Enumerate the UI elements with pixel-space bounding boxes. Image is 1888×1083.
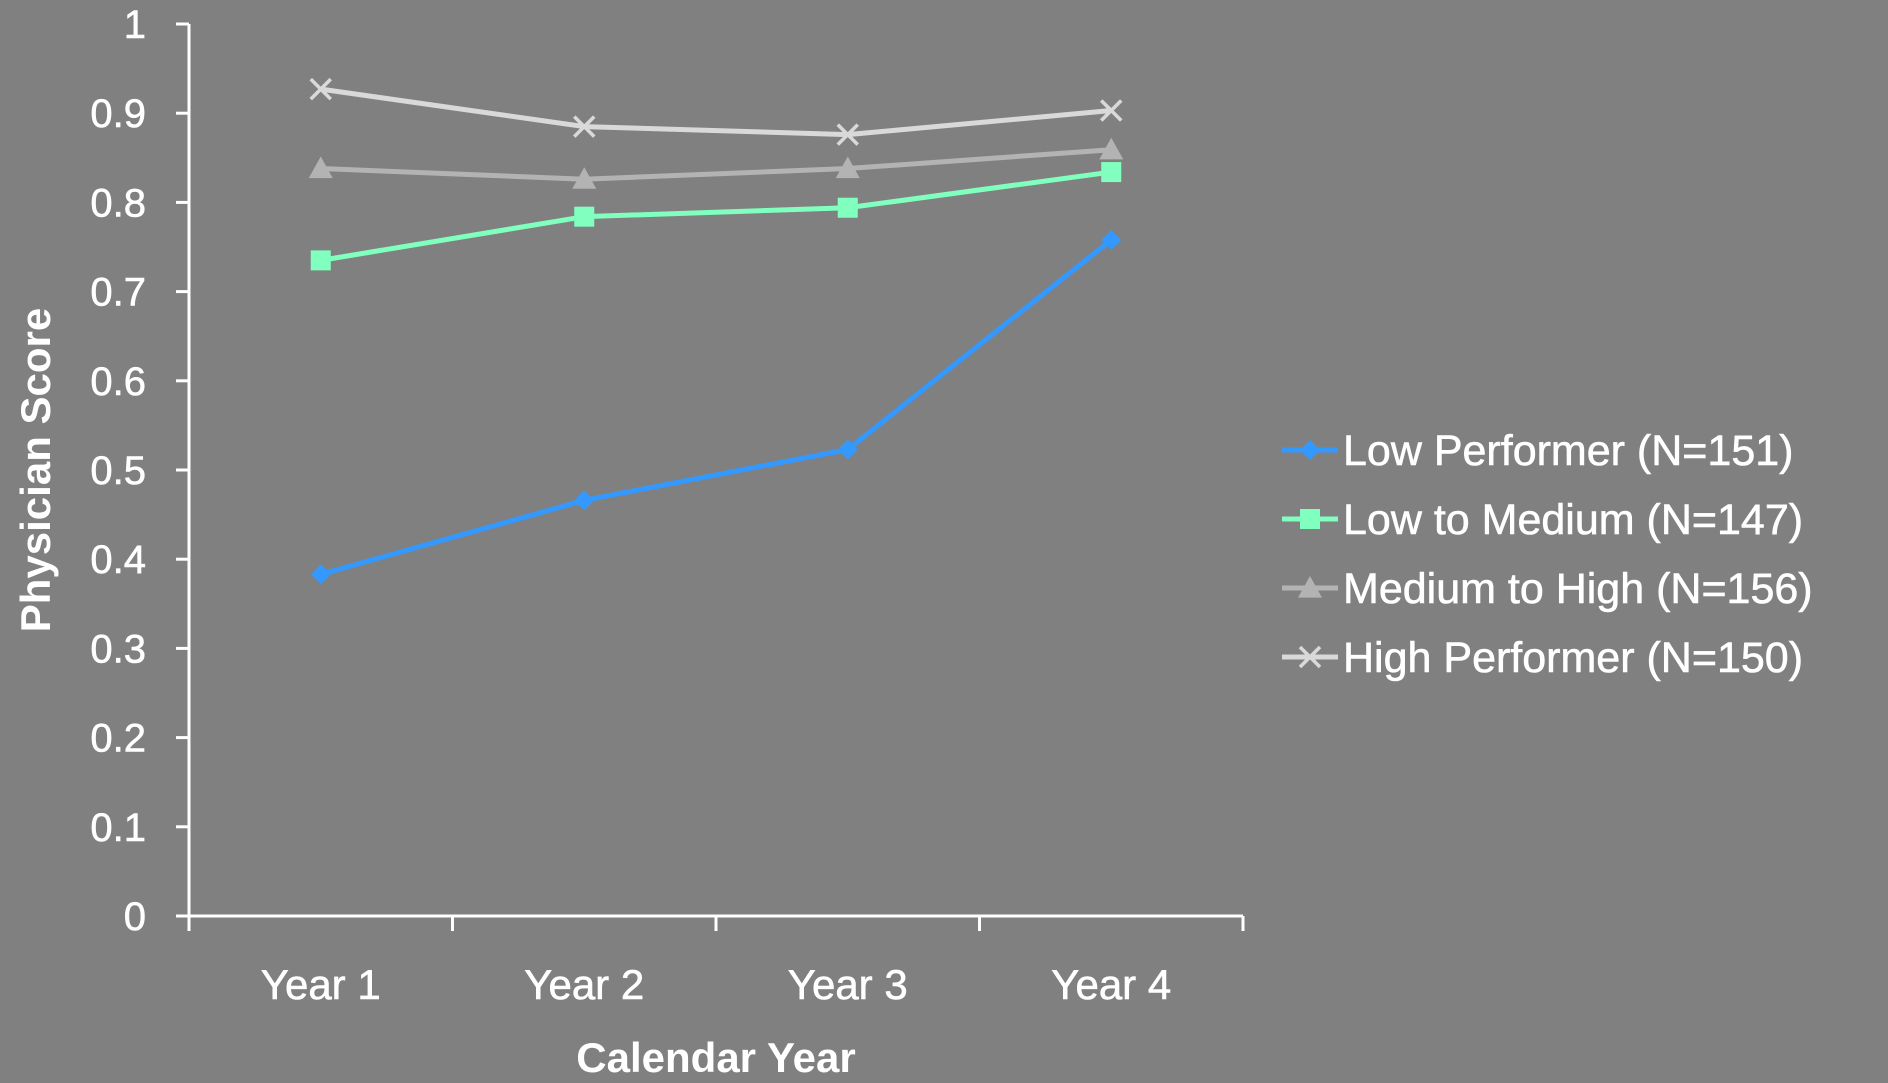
x-tick-label: Year 1 xyxy=(261,961,381,1008)
legend-item: Low Performer (N=151) xyxy=(1282,427,1794,475)
x-marker-stroke xyxy=(573,115,596,138)
series-line xyxy=(320,147,1112,182)
chart-legend: Low Performer (N=151) Low to Medium (N=14… xyxy=(1282,427,1813,682)
data-point xyxy=(1101,162,1122,183)
y-tick-label: 0.2 xyxy=(90,717,146,761)
x-tick-label: Year 3 xyxy=(788,961,908,1008)
series-line xyxy=(320,169,1112,263)
x-marker-stroke xyxy=(836,123,859,146)
data-point xyxy=(573,115,596,138)
y-tick-label: 0.4 xyxy=(90,538,146,582)
series-line xyxy=(320,86,1112,138)
y-tick-label: 0.5 xyxy=(90,449,146,493)
data-point xyxy=(837,439,858,460)
y-tick-label: 0.6 xyxy=(90,360,146,404)
series-2 xyxy=(310,162,1122,271)
legend-swatch-marker xyxy=(1300,440,1320,460)
series-1 xyxy=(310,229,1122,585)
data-point xyxy=(574,490,595,511)
x-marker-stroke xyxy=(1100,99,1123,122)
data-point xyxy=(574,206,595,227)
data-point xyxy=(835,156,860,179)
x-axis-title: Calendar Year xyxy=(576,1034,855,1081)
series-3 xyxy=(308,137,1124,189)
x-tick-labels: Year 1 Year 2 Year 3 Year 4 xyxy=(261,961,1172,1009)
legend-swatch-marker xyxy=(1300,509,1320,529)
x-tick-label: Year 2 xyxy=(524,961,644,1008)
chart-series xyxy=(308,77,1124,585)
legend-swatch-marker xyxy=(1298,645,1322,669)
legend-label: Medium to High (N=156) xyxy=(1343,565,1813,613)
legend-item: Low to Medium (N=147) xyxy=(1282,496,1803,544)
legend-item: Medium to High (N=156) xyxy=(1282,565,1813,613)
series-line xyxy=(320,237,1113,577)
y-axis-title: Physician Score xyxy=(12,308,59,633)
legend-label: Low Performer (N=151) xyxy=(1343,427,1793,475)
data-point xyxy=(1100,99,1123,122)
y-tick-label: 0.1 xyxy=(90,806,146,850)
y-tick-label: 1 xyxy=(124,3,146,47)
x-marker-stroke xyxy=(1298,645,1322,669)
data-point xyxy=(1101,229,1122,250)
data-point xyxy=(310,250,331,271)
legend-label: Low to Medium (N=147) xyxy=(1343,496,1803,544)
data-point xyxy=(1099,137,1124,160)
data-point xyxy=(310,564,331,585)
legend-item: High Performer (N=150) xyxy=(1282,634,1803,682)
legend-label: High Performer (N=150) xyxy=(1343,634,1803,682)
y-tick-label: 0 xyxy=(124,895,146,939)
y-tick-labels: 0 0.1 0.2 0.3 0.4 0.5 0.6 0.7 0.8 0.9 1 xyxy=(90,3,146,940)
data-point xyxy=(572,167,597,189)
series-4 xyxy=(309,77,1123,146)
x-marker-stroke xyxy=(309,77,332,101)
chart-axes xyxy=(176,22,1245,931)
data-point xyxy=(836,123,859,146)
x-tick-label: Year 4 xyxy=(1051,961,1171,1008)
legend-swatch-marker xyxy=(1298,576,1322,598)
data-point xyxy=(837,197,858,218)
data-point xyxy=(308,156,333,179)
data-point xyxy=(309,77,332,101)
y-tick-label: 0.7 xyxy=(90,271,146,315)
y-tick-label: 0.3 xyxy=(90,627,146,671)
y-tick-label: 0.8 xyxy=(90,181,146,225)
y-tick-label: 0.9 xyxy=(90,92,146,136)
